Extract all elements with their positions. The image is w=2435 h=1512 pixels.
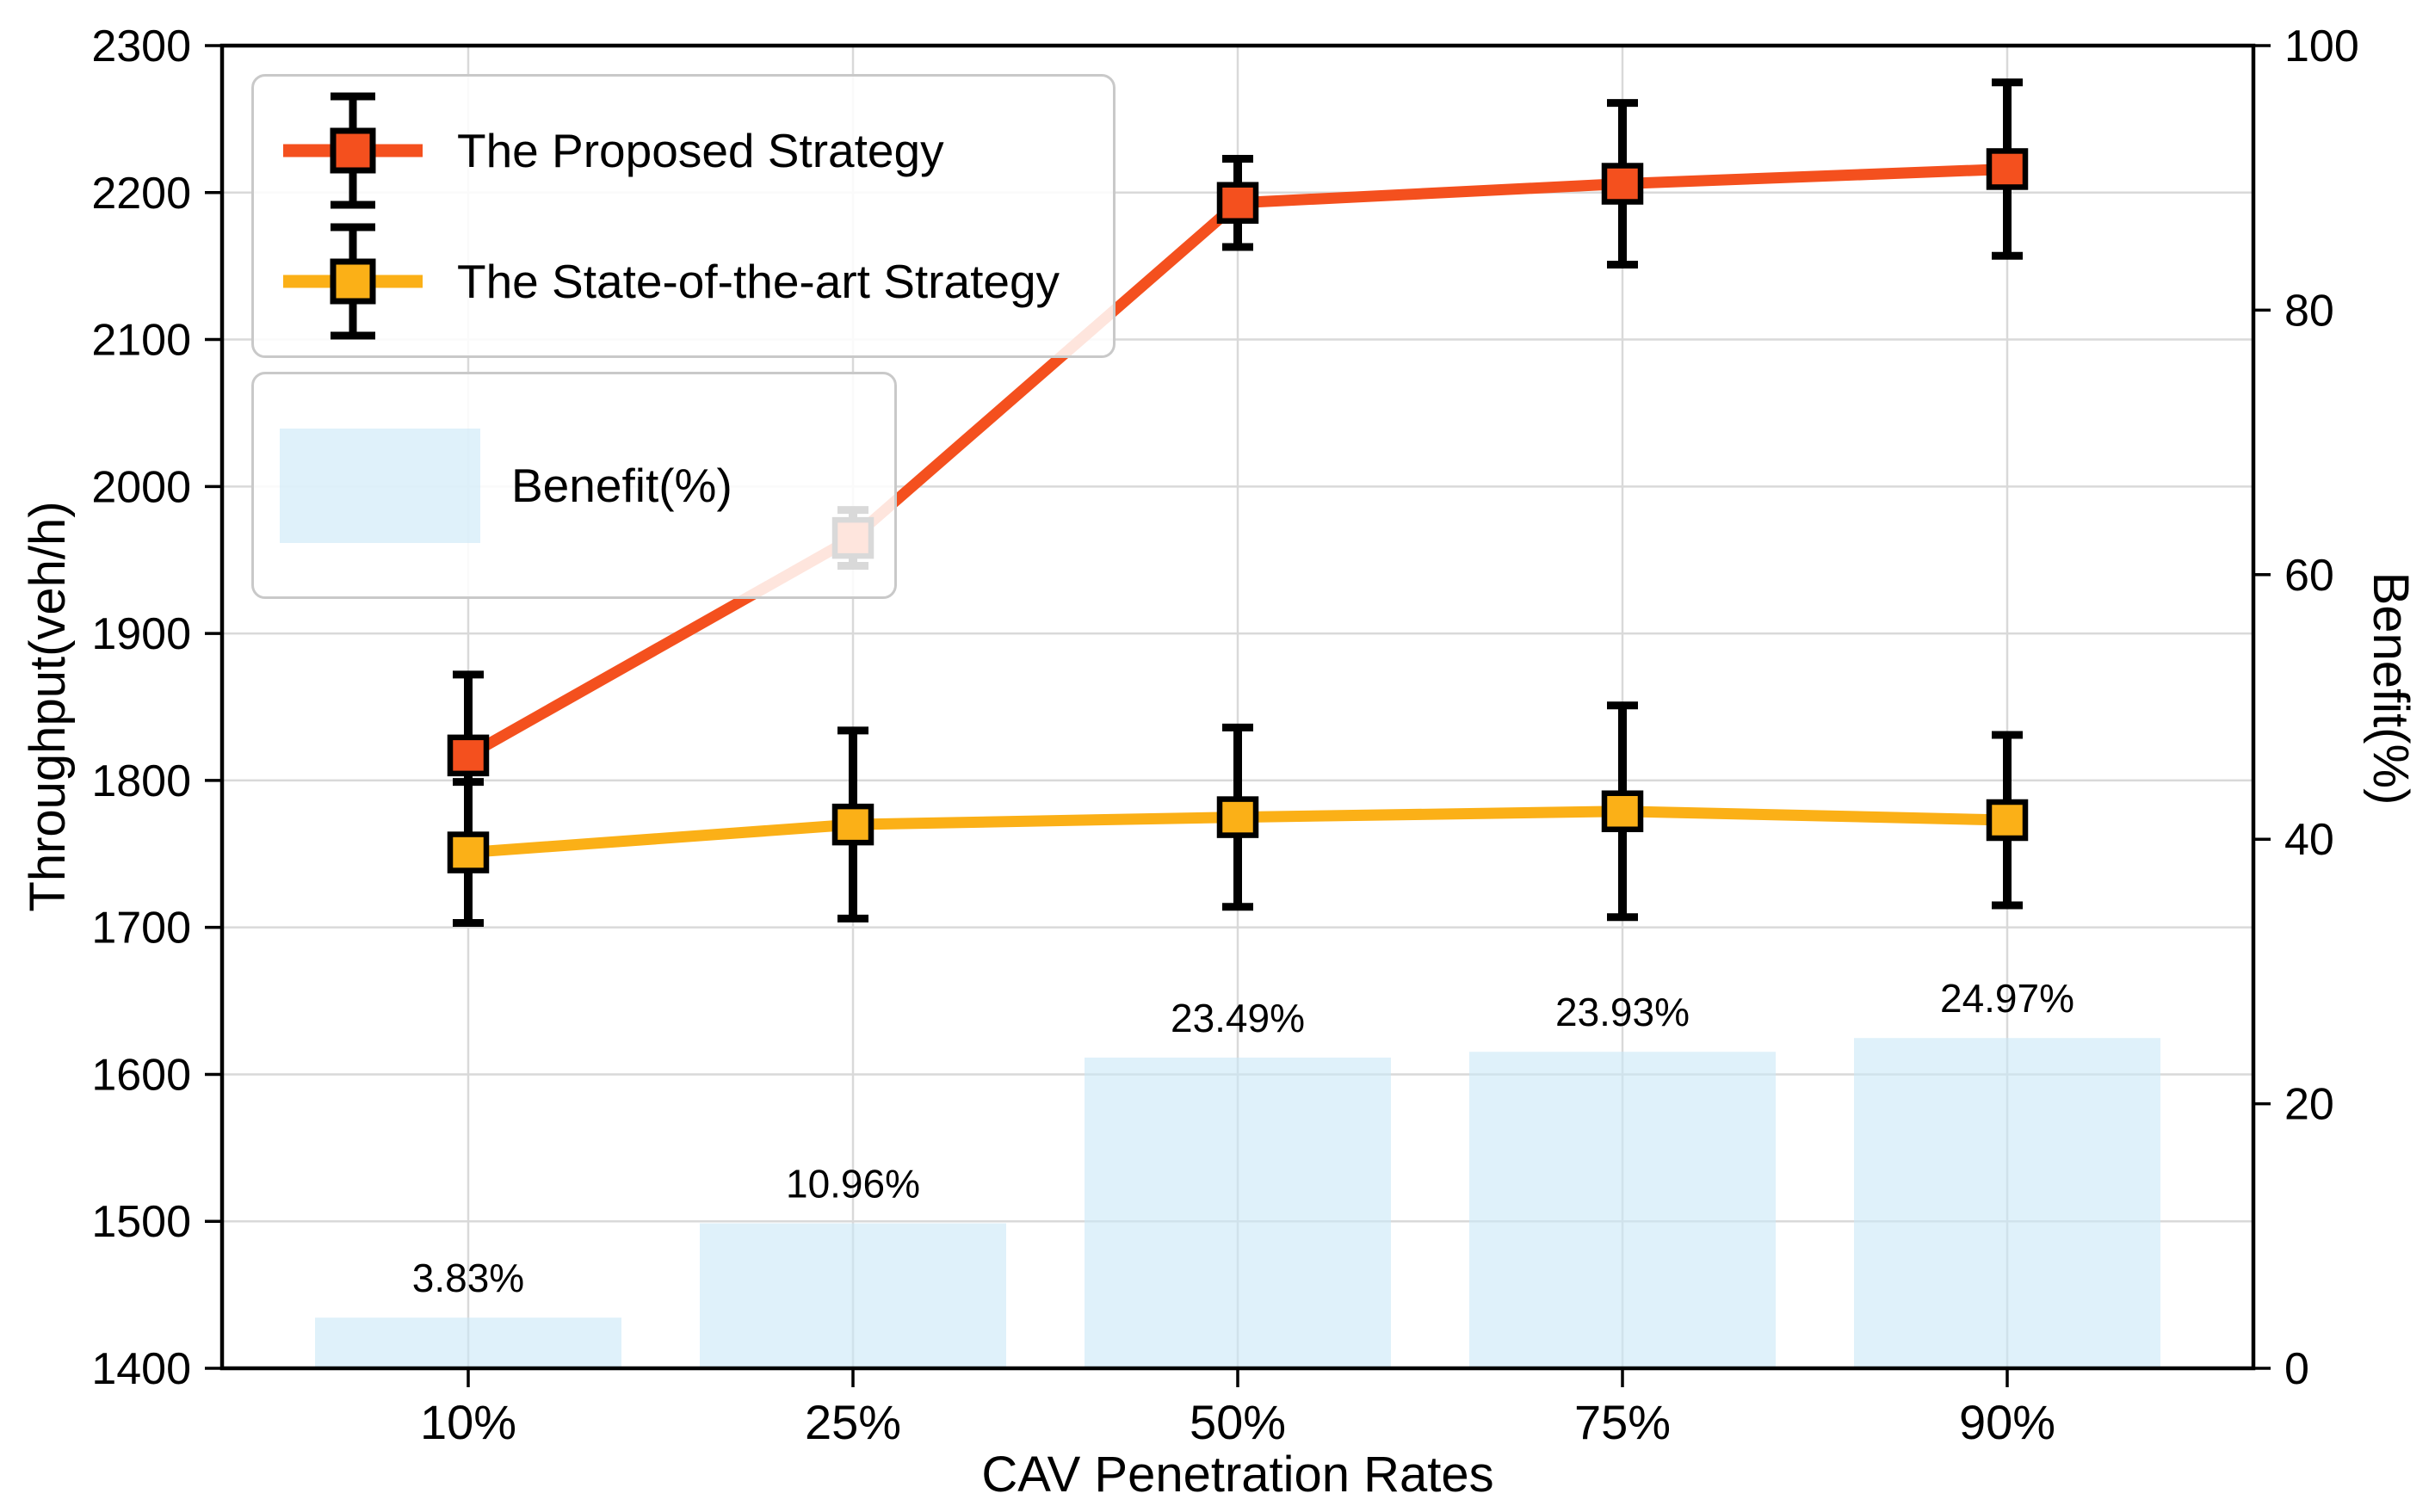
- data-point-marker: [831, 803, 874, 846]
- left-tick-label: 1800: [91, 756, 191, 806]
- benefit-bars: [315, 1038, 2160, 1368]
- legend-label-benefit: Benefit(%): [511, 458, 732, 512]
- benefit-bar-label: 10.96%: [786, 1162, 920, 1207]
- right-tick-label: 40: [2284, 815, 2334, 865]
- data-point-marker: [1986, 148, 2029, 190]
- x-tick-label: 75%: [1574, 1395, 1671, 1449]
- bar-value-labels: 3.83% 10.96% 23.49% 23.93% 24.97%: [412, 976, 2074, 1300]
- x-axis-label: CAV Penetration Rates: [981, 1447, 1494, 1503]
- benefit-bar: [315, 1318, 621, 1368]
- benefit-bar-label: 23.49%: [1171, 996, 1305, 1040]
- benefit-bar: [1085, 1057, 1391, 1368]
- benefit-bar-label: 24.97%: [1940, 976, 2074, 1021]
- axis-ticks: [205, 44, 2271, 1387]
- legend-label-sota-strategy: The State-of-the-art Strategy: [457, 254, 1060, 308]
- benefit-bar-swatch-icon: [280, 428, 480, 543]
- right-tick-label: 100: [2284, 22, 2359, 71]
- left-tick-label: 2300: [91, 22, 191, 71]
- data-point-marker: [447, 734, 490, 777]
- left-tick-label: 1700: [91, 904, 191, 953]
- legend-benefit: Benefit(%): [251, 372, 897, 599]
- left-tick-label: 1400: [91, 1344, 191, 1394]
- data-point-marker: [447, 831, 490, 873]
- benefit-bar-label: 23.93%: [1555, 990, 1690, 1034]
- right-tick-label: 20: [2284, 1080, 2334, 1130]
- left-tick-label: 1600: [91, 1050, 191, 1100]
- right-tick-label: 0: [2284, 1344, 2309, 1394]
- legend-item-proposed-strategy: The Proposed Strategy: [280, 86, 1087, 215]
- x-tick-label: 10%: [420, 1395, 516, 1449]
- errorbar-square-marker-icon: [283, 223, 423, 340]
- right-tick-label: 60: [2284, 551, 2334, 601]
- benefit-bar: [700, 1223, 1006, 1368]
- data-point-marker: [1986, 799, 2029, 842]
- left-tick-label: 1500: [91, 1197, 191, 1247]
- benefit-bar: [1469, 1052, 1776, 1368]
- data-point-marker: [1216, 796, 1259, 838]
- left-tick-label: 2000: [91, 462, 191, 512]
- left-tick-label: 2100: [91, 316, 191, 366]
- x-tick-label: 50%: [1190, 1395, 1286, 1449]
- benefit-bar-label: 3.83%: [412, 1256, 524, 1300]
- benefit-bar: [1854, 1038, 2160, 1368]
- y-axis-left-label: Throughput(veh/h): [20, 501, 76, 912]
- data-point-marker: [1216, 182, 1259, 224]
- legend-strategies: The Proposed Strategy The State-of-the-a…: [251, 74, 1116, 358]
- legend-label-proposed-strategy: The Proposed Strategy: [457, 123, 944, 177]
- data-point-marker: [1601, 163, 1644, 205]
- tick-labels: 1400 1500 1600 1700 1800 1900 2000 2100 2200 2300…: [91, 22, 2358, 1449]
- data-point-marker: [1601, 790, 1644, 833]
- y-axis-right-label: Benefit(%): [2363, 571, 2419, 805]
- legend-item-benefit: Benefit(%): [280, 428, 868, 543]
- errorbar-square-marker-icon: [283, 92, 423, 209]
- left-tick-label: 2200: [91, 169, 191, 219]
- left-tick-label: 1900: [91, 609, 191, 659]
- legend-item-sota-strategy: The State-of-the-art Strategy: [280, 217, 1087, 346]
- right-tick-label: 80: [2284, 286, 2334, 336]
- x-tick-label: 25%: [805, 1395, 901, 1449]
- x-tick-label: 90%: [1959, 1395, 2055, 1449]
